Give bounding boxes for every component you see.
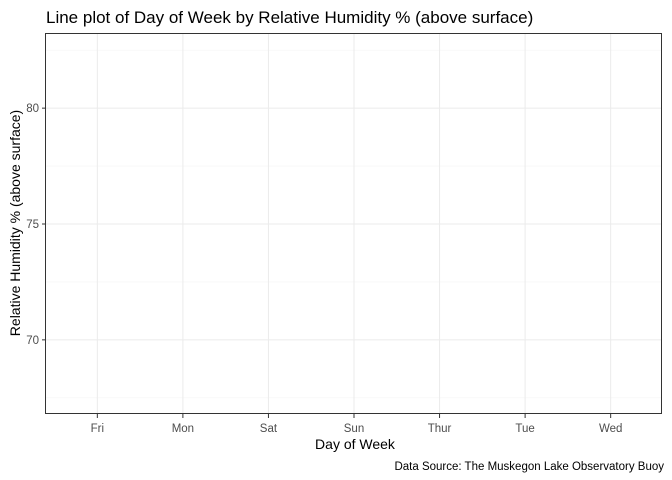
x-tick-label: Fri [91, 423, 104, 435]
x-tick-label: Wed [599, 423, 622, 435]
y-axis-title: Relative Humidity % (above surface) [7, 110, 23, 336]
axis-ticks: 70 75 80 Fri Mon Sat Sun Thur Tue Wed [26, 103, 622, 435]
x-axis-title: Day of Week [315, 436, 396, 452]
x-tick-label: Tue [515, 423, 534, 435]
y-tick-label: 75 [26, 219, 39, 231]
y-tick-label: 70 [26, 335, 39, 347]
grid-lines [46, 34, 662, 414]
y-tick-label: 80 [26, 103, 39, 115]
x-tick-label: Sun [344, 423, 364, 435]
x-tick-label: Mon [172, 423, 194, 435]
data-source-caption: Data Source: The Muskegon Lake Observato… [394, 461, 664, 473]
x-tick-label: Thur [428, 423, 452, 435]
x-tick-label: Sat [260, 423, 278, 435]
chart-title: Line plot of Day of Week by Relative Hum… [46, 8, 533, 27]
